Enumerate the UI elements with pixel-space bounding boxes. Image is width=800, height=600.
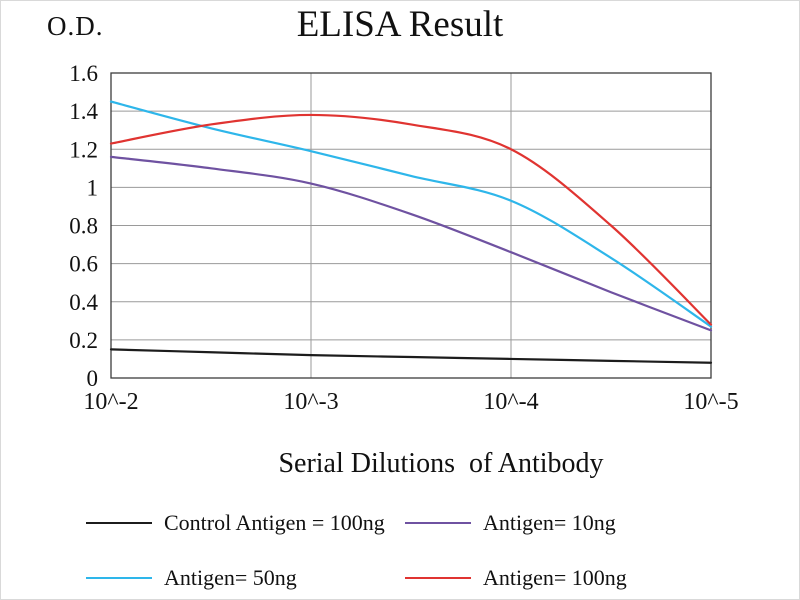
y-tick-label: 1.2 xyxy=(69,137,98,162)
x-tick-label: 10^-5 xyxy=(683,389,738,415)
legend-label: Control Antigen = 100ng xyxy=(164,510,385,535)
y-tick-label: 0.6 xyxy=(69,252,98,277)
x-tick-label: 10^-3 xyxy=(283,389,338,415)
y-tick-label: 0.2 xyxy=(69,328,98,353)
legend-line-sample xyxy=(86,577,152,579)
legend-item-0: Control Antigen = 100ng xyxy=(86,510,395,536)
legend-label: Antigen= 10ng xyxy=(483,510,616,535)
legend-label: Antigen= 100ng xyxy=(483,565,627,590)
series-line-3 xyxy=(109,113,713,326)
legend-item-3: Antigen= 100ng xyxy=(405,565,714,591)
y-tick-label: 0 xyxy=(87,366,99,391)
plot-frame xyxy=(110,72,712,379)
legend-item-2: Antigen= 50ng xyxy=(86,565,395,591)
legend-line-sample xyxy=(405,577,471,579)
y-tick-label: 1.6 xyxy=(69,61,98,86)
y-tick-label: 0.4 xyxy=(69,290,98,315)
y-axis-title: O.D. xyxy=(47,11,104,41)
chart-title: ELISA Result xyxy=(296,4,504,45)
x-tick-label: 10^-4 xyxy=(483,389,538,415)
legend-label: Antigen= 50ng xyxy=(164,565,297,590)
x-tick-label: 10^-2 xyxy=(83,389,138,415)
legend: Control Antigen = 100ng Antigen= 10ng Anti… xyxy=(86,510,714,591)
y-tick-label: 1 xyxy=(87,175,99,200)
series-line-1 xyxy=(109,155,713,332)
legend-line-sample xyxy=(86,522,152,524)
x-axis-title: Serial Dilutions of Antibody xyxy=(278,448,604,479)
series-line-0 xyxy=(109,348,713,364)
legend-line-sample xyxy=(405,522,471,524)
legend-item-1: Antigen= 10ng xyxy=(405,510,714,536)
series-line-2 xyxy=(109,100,713,328)
y-tick-label: 1.4 xyxy=(69,99,98,124)
plot-canvas: 0 0.2 0.4 0.6 0.8 1 1.2 1.4 1.6 10^-2 10^-3 10^-4 10… xyxy=(69,61,738,415)
y-tick-label: 0.8 xyxy=(69,214,98,239)
